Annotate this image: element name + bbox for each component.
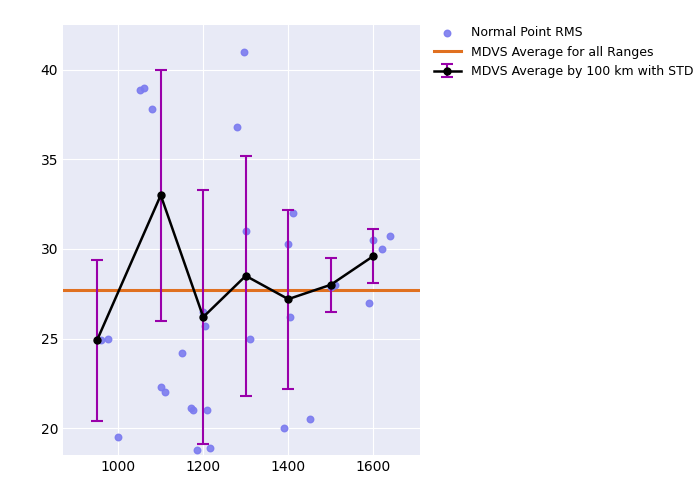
Normal Point RMS bbox=[134, 86, 145, 94]
Normal Point RMS bbox=[238, 48, 249, 56]
Normal Point RMS bbox=[102, 334, 113, 342]
Normal Point RMS bbox=[368, 236, 379, 244]
Normal Point RMS bbox=[240, 227, 251, 235]
Normal Point RMS bbox=[155, 383, 167, 391]
Normal Point RMS bbox=[96, 336, 107, 344]
Normal Point RMS bbox=[191, 446, 202, 454]
Legend: Normal Point RMS, MDVS Average for all Ranges, MDVS Average by 100 km with STD: Normal Point RMS, MDVS Average for all R… bbox=[430, 22, 697, 82]
Normal Point RMS bbox=[285, 313, 296, 321]
Normal Point RMS bbox=[113, 433, 124, 441]
Normal Point RMS bbox=[204, 444, 215, 452]
Normal Point RMS bbox=[326, 282, 337, 290]
Normal Point RMS bbox=[376, 245, 387, 253]
Normal Point RMS bbox=[279, 424, 290, 432]
Normal Point RMS bbox=[232, 123, 243, 131]
Normal Point RMS bbox=[283, 240, 294, 248]
Normal Point RMS bbox=[202, 406, 213, 414]
Normal Point RMS bbox=[176, 349, 188, 357]
Normal Point RMS bbox=[187, 406, 198, 414]
Normal Point RMS bbox=[160, 388, 171, 396]
Normal Point RMS bbox=[147, 105, 158, 113]
Normal Point RMS bbox=[199, 322, 211, 330]
Normal Point RMS bbox=[363, 298, 374, 306]
Normal Point RMS bbox=[197, 308, 209, 316]
Normal Point RMS bbox=[385, 232, 396, 240]
Normal Point RMS bbox=[304, 415, 315, 423]
Normal Point RMS bbox=[138, 84, 149, 92]
Normal Point RMS bbox=[185, 404, 196, 412]
Normal Point RMS bbox=[287, 209, 298, 217]
Normal Point RMS bbox=[330, 281, 341, 289]
Normal Point RMS bbox=[244, 334, 256, 342]
